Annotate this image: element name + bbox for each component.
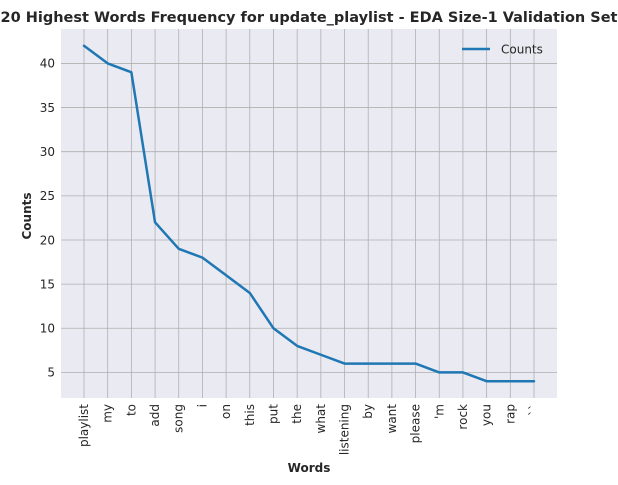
y-tick-label: 35	[40, 101, 55, 115]
x-tick-label: i	[195, 404, 209, 407]
x-tick-label: what	[314, 404, 328, 434]
legend: Counts	[462, 43, 543, 57]
x-tick-label: put	[266, 404, 280, 424]
x-tick-label: listening	[338, 404, 352, 455]
y-axis-title: Counts	[20, 192, 34, 239]
legend-label: Counts	[501, 43, 543, 57]
x-axis-ticks: playlist my to add song i on this put the what list…	[77, 404, 541, 455]
plot-area	[61, 29, 557, 398]
grid	[61, 29, 557, 398]
series-layer	[82, 44, 536, 383]
x-tick-label: add	[148, 404, 162, 427]
x-tick-label: song	[172, 404, 186, 433]
y-tick-label: 15	[40, 277, 55, 291]
x-tick-label: on	[219, 404, 233, 419]
x-tick-label: 'm	[432, 404, 446, 419]
x-axis-title: Words	[288, 461, 331, 475]
x-tick-label: want	[385, 404, 399, 434]
series-line	[82, 44, 536, 383]
x-tick-label: ``	[527, 404, 541, 416]
y-tick-label: 30	[40, 145, 55, 159]
y-tick-label: 10	[40, 322, 55, 336]
y-axis-ticks: 5 10 15 20 25 30 35 40	[40, 57, 55, 380]
y-tick-label: 5	[47, 366, 55, 380]
y-tick-label: 25	[40, 189, 55, 203]
x-tick-label: my	[101, 404, 115, 423]
y-tick-label: 40	[40, 57, 55, 71]
x-tick-label: you	[480, 404, 494, 426]
x-tick-label: rap	[503, 404, 517, 424]
x-tick-label: by	[361, 404, 375, 419]
x-tick-label: to	[124, 404, 138, 416]
x-tick-label: rock	[456, 404, 470, 430]
chart-title: 20 Highest Words Frequency for update_pl…	[1, 10, 618, 26]
y-tick-label: 20	[40, 233, 55, 247]
x-tick-label: please	[409, 404, 423, 443]
x-tick-label: the	[290, 404, 304, 424]
x-tick-label: this	[243, 404, 257, 426]
x-tick-label: playlist	[77, 404, 91, 447]
